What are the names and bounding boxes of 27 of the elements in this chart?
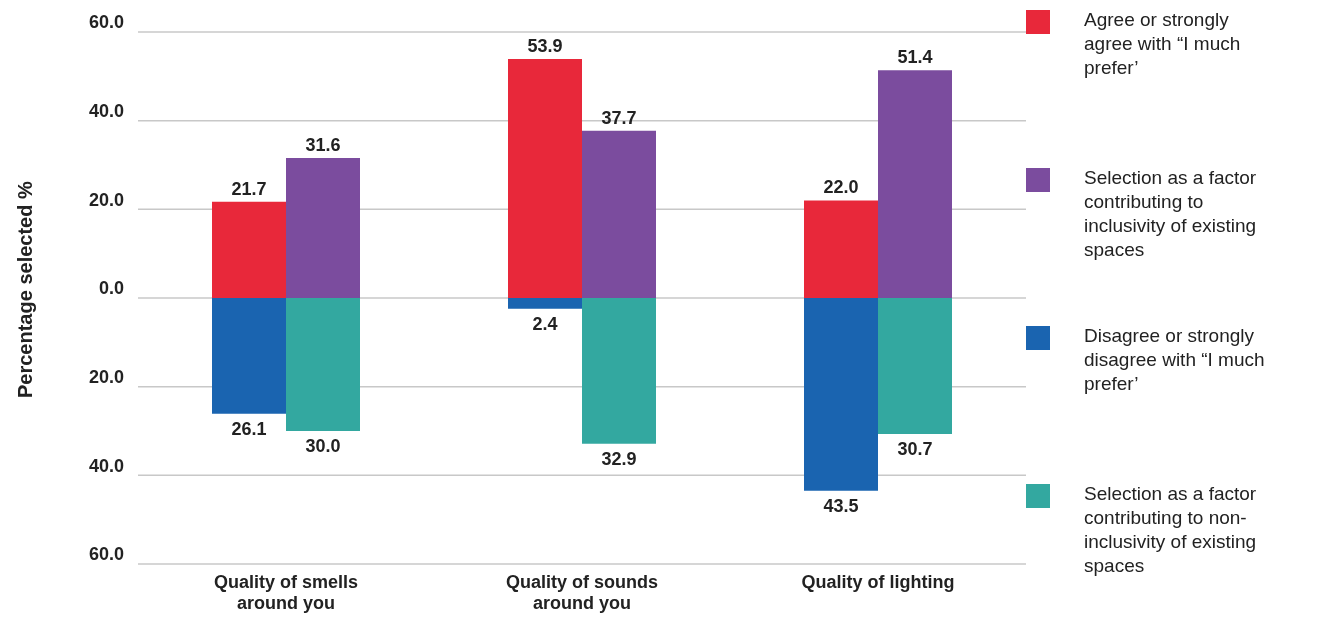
legend-label: Selection as a factor contributing to inclusivity of existing spaces <box>1084 166 1258 262</box>
x-tick-label: Quality of lighting <box>801 572 955 592</box>
data-label: 51.4 <box>897 47 933 68</box>
y-tick-label: 20.0 <box>88 189 124 210</box>
y-axis-title: Percentage selected % <box>14 181 37 398</box>
y-tick-label: 40.0 <box>88 455 124 476</box>
data-label: 26.1 <box>231 418 267 439</box>
data-label: 43.5 <box>823 495 859 516</box>
legend-label: Disagree or strongly disagree with “I much prefer’ <box>1084 324 1266 396</box>
data-label: 31.6 <box>305 134 341 155</box>
data-label: 2.4 <box>532 313 558 334</box>
legend-label: Agree or strongly agree with “I much prefer’ <box>1084 8 1242 80</box>
x-tick-label: Quality of smells around you <box>213 572 359 613</box>
y-tick-label: 60.0 <box>88 544 124 565</box>
y-tick-label: 60.0 <box>88 12 124 33</box>
data-label: 21.7 <box>231 178 267 199</box>
data-label: 30.7 <box>897 439 933 460</box>
legend-label: Selection as a factor contributing to non-inclusivity of existing spaces <box>1084 482 1258 578</box>
data-label: 37.7 <box>601 107 637 128</box>
x-tick-label: Quality of sounds around you <box>505 572 659 613</box>
y-tick-label: 40.0 <box>88 101 124 122</box>
data-label: 22.0 <box>823 177 859 198</box>
y-tick-label: 0.0 <box>98 278 124 299</box>
y-tick-label: 20.0 <box>88 367 124 388</box>
data-label: 30.0 <box>305 436 341 456</box>
data-label: 53.9 <box>527 36 563 57</box>
data-label: 32.9 <box>601 448 637 469</box>
